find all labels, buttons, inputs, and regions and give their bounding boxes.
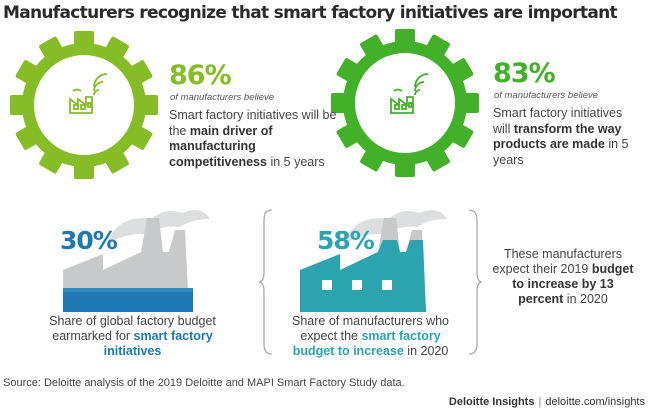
gear-icon (10, 31, 158, 179)
factory-wifi-icon (69, 73, 108, 114)
stat-statement: Smart factory initiatives will be the ma… (169, 108, 337, 169)
stat-caption: Share of global factory budget earmarked… (49, 314, 216, 358)
factory-icon (63, 210, 210, 312)
left-brace (258, 209, 273, 355)
page-title: Manufacturers recognize that smart facto… (3, 3, 618, 23)
factory-icon (300, 210, 447, 312)
stat-caption: Share of manufacturers who expect the sm… (291, 314, 450, 358)
factory-wifi-icon (390, 73, 429, 114)
stat-percent: 86% (169, 60, 232, 91)
footer: Deloitte Insights | deloitte.com/insights (449, 396, 645, 408)
stat-percent: 30% (60, 226, 118, 255)
footer-separator: | (538, 396, 542, 408)
stat-percent: 58% (317, 226, 375, 255)
stat-caption: of manufacturers believe (170, 92, 275, 103)
footer-link[interactable]: deloitte.com/insights (545, 396, 645, 408)
brand-label: Deloitte Insights (448, 396, 535, 408)
stat-percent: 83% (493, 58, 556, 89)
stat-statement: Smart factory initiatives will transform… (493, 106, 629, 167)
source-note: Source: Deloitte analysis of the 2019 De… (3, 377, 405, 389)
stat-caption: of manufacturers believe (494, 90, 599, 101)
right-brace (468, 209, 483, 355)
side-note: These manufacturers expect their 2019 bu… (492, 247, 634, 306)
gear-icon (331, 29, 479, 177)
